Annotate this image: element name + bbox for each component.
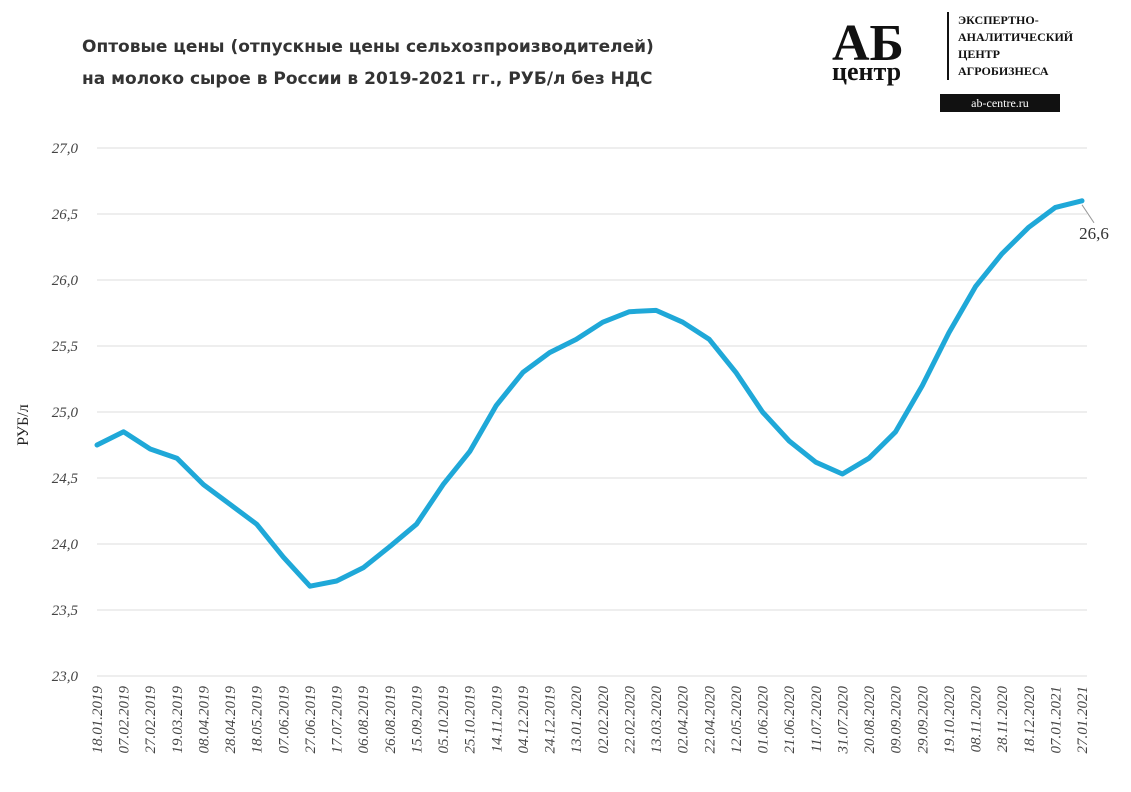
x-tick-label: 18.12.2020 <box>1022 686 1038 754</box>
x-tick-label: 20.08.2020 <box>862 686 878 754</box>
x-tick-label: 04.12.2019 <box>516 686 532 754</box>
logo-text: ЦЕНТР <box>958 47 1000 61</box>
logo-text: ЭКСПЕРТНО- <box>958 13 1039 27</box>
logo: АБ центр ЭКСПЕРТНО- АНАЛИТИЧЕСКИЙ ЦЕНТР … <box>832 12 1074 112</box>
x-tick-label: 13.03.2020 <box>649 686 665 754</box>
y-tick-label: 24,0 <box>52 537 79 553</box>
x-tick-label: 22.02.2020 <box>622 686 638 754</box>
x-tick-label: 27.06.2019 <box>303 686 319 754</box>
chart-title: Оптовые цены (отпускные цены сельхозпрои… <box>82 37 654 57</box>
x-tick-label: 06.08.2019 <box>356 686 372 754</box>
logo-site: ab-centre.ru <box>971 96 1029 110</box>
x-tick-label: 08.11.2020 <box>969 686 985 753</box>
logo-word: центр <box>832 57 901 86</box>
x-tick-label: 07.02.2019 <box>117 686 133 754</box>
x-tick-label: 19.10.2020 <box>942 686 958 754</box>
x-tick-label: 28.04.2019 <box>223 686 239 754</box>
chart-title: на молоко сырое в России в 2019-2021 гг.… <box>82 69 652 89</box>
y-tick-label: 27,0 <box>52 141 79 157</box>
x-tick-label: 18.05.2019 <box>250 686 266 754</box>
x-tick-label: 17.07.2019 <box>330 686 346 754</box>
x-tick-label: 25.10.2019 <box>463 686 479 754</box>
line <box>94 198 1085 589</box>
x-tick-label: 27.01.2021 <box>1075 686 1091 754</box>
x-tick-label: 22.04.2020 <box>702 686 718 754</box>
x-tick-label: 14.11.2019 <box>489 686 505 753</box>
y-tick-label: 26,0 <box>52 273 79 289</box>
x-tick-label: 09.09.2020 <box>889 686 905 754</box>
y-tick-label: 24,5 <box>52 471 79 487</box>
x-tick-label: 11.07.2020 <box>809 686 825 753</box>
x-tick-label: 01.06.2020 <box>756 686 772 754</box>
x-tick-label: 15.09.2019 <box>409 686 425 754</box>
x-tick-label: 08.04.2019 <box>196 686 212 754</box>
y-tick-label: 25,5 <box>52 339 79 355</box>
x-tick-label: 12.05.2020 <box>729 686 745 754</box>
x-tick-label: 13.01.2020 <box>569 686 585 754</box>
y-tick-label: 25,0 <box>52 405 79 421</box>
logo-mark: АБ <box>832 15 904 72</box>
logo-text: АГРОБИЗНЕСА <box>958 64 1049 78</box>
logo-text: АНАЛИТИЧЕСКИЙ <box>958 30 1074 44</box>
x-tick-label: 29.09.2020 <box>915 686 931 754</box>
y-axis-label: РУБ/л <box>15 404 32 445</box>
x-tick-label: 02.02.2020 <box>596 686 612 754</box>
y-tick-label: 23,0 <box>52 669 79 685</box>
x-tick-label: 24.12.2019 <box>543 686 559 754</box>
x-tick-label: 05.10.2019 <box>436 686 452 754</box>
x-tick-label: 07.01.2021 <box>1048 686 1064 754</box>
x-tick-label: 07.06.2019 <box>276 686 292 754</box>
x-tick-label: 31.07.2020 <box>835 686 851 755</box>
x-tick-label: 27.02.2019 <box>143 686 159 754</box>
x-tick-label: 26.08.2019 <box>383 686 399 754</box>
x-tick-label: 19.03.2019 <box>170 686 186 754</box>
logo-site-bg <box>940 94 1060 112</box>
x-tick-label: 02.04.2020 <box>676 686 692 754</box>
leader-line <box>1081 204 1095 224</box>
x-tick-label: 28.11.2020 <box>995 686 1011 753</box>
data-label: 26,6 <box>1079 224 1109 243</box>
y-tick-label: 26,5 <box>52 207 79 223</box>
x-tick-label: 21.06.2020 <box>782 686 798 754</box>
x-tick-label: 18.01.2019 <box>90 686 106 754</box>
y-tick-label: 23,5 <box>52 603 79 619</box>
